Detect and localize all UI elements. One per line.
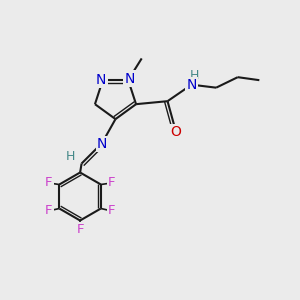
Text: F: F xyxy=(45,204,52,218)
Text: F: F xyxy=(76,223,84,236)
Text: O: O xyxy=(170,125,181,139)
Text: N: N xyxy=(186,78,197,92)
Text: H: H xyxy=(189,69,199,82)
Text: N: N xyxy=(97,137,107,151)
Text: F: F xyxy=(45,176,52,190)
Text: F: F xyxy=(108,204,115,218)
Text: N: N xyxy=(96,73,106,87)
Text: F: F xyxy=(108,176,115,190)
Text: N: N xyxy=(124,71,135,85)
Text: H: H xyxy=(65,150,75,164)
